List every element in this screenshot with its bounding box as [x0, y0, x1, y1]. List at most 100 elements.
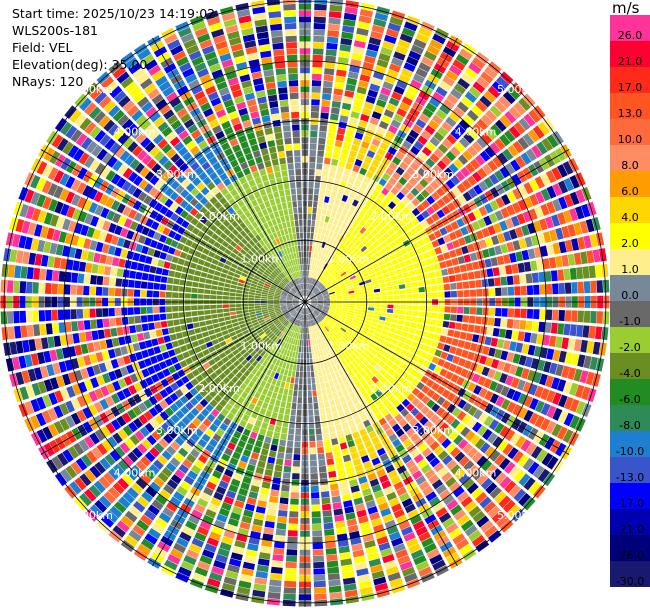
- range-gate: [332, 262, 338, 268]
- range-gate: [144, 451, 156, 463]
- range-gate: [133, 382, 143, 392]
- range-gate: [450, 290, 457, 298]
- range-gate: [380, 87, 392, 97]
- range-gate: [195, 403, 204, 412]
- range-gate: [376, 536, 389, 545]
- range-gate: [307, 314, 310, 321]
- range-gate: [320, 254, 325, 261]
- range-gate: [436, 433, 447, 444]
- range-gate: [384, 34, 397, 44]
- range-gate: [341, 313, 348, 317]
- range-gate: [441, 438, 452, 449]
- range-gate: [235, 329, 242, 335]
- range-gate: [411, 217, 420, 226]
- range-gate: [425, 353, 434, 362]
- range-gate: [154, 275, 162, 283]
- range-gate: [101, 439, 113, 452]
- range-gate: [345, 267, 352, 273]
- range-gate: [349, 346, 356, 353]
- range-gate: [270, 325, 276, 331]
- range-gate: [341, 402, 349, 410]
- range-gate: [245, 408, 253, 417]
- range-gate: [197, 560, 211, 571]
- range-gate: [487, 505, 501, 519]
- range-gate: [336, 69, 347, 77]
- range-gate: [325, 368, 330, 375]
- range-gate: [321, 269, 327, 276]
- range-gate: [366, 332, 374, 338]
- range-gate: [349, 479, 359, 487]
- range-gate: [450, 373, 460, 383]
- range-gate: [346, 386, 353, 394]
- range-gate: [345, 365, 352, 372]
- range-gate: [410, 161, 420, 171]
- range-gate: [315, 309, 321, 314]
- range-gate: [242, 290, 249, 295]
- range-gate: [573, 339, 582, 352]
- range-gate: [238, 488, 249, 497]
- range-gate: [213, 385, 222, 394]
- range-gate: [365, 199, 373, 208]
- range-gate: [313, 345, 317, 352]
- range-gate: [102, 287, 109, 296]
- range-gate: [313, 574, 326, 581]
- range-gate: [265, 462, 274, 471]
- range-gate: [476, 515, 490, 528]
- range-gate: [99, 398, 109, 410]
- range-gate: [352, 458, 362, 466]
- range-gate: [361, 290, 368, 295]
- range-gate: [394, 358, 402, 367]
- range-gate: [128, 505, 142, 518]
- range-gate: [229, 304, 236, 308]
- range-gate: [333, 218, 339, 226]
- range-gate: [272, 477, 281, 485]
- range-gate: [267, 299, 274, 301]
- range-gate: [537, 121, 550, 136]
- range-gate: [320, 234, 325, 241]
- range-gate: [460, 496, 473, 508]
- range-gate: [213, 394, 222, 403]
- range-gate: [307, 277, 310, 284]
- range-gate: [448, 321, 456, 329]
- range-gate: [266, 347, 273, 354]
- range-gate: [306, 308, 308, 315]
- range-gate: [348, 419, 356, 428]
- range-gate: [140, 538, 155, 551]
- range-gate: [469, 232, 478, 242]
- range-gate: [328, 276, 334, 282]
- range-gate: [166, 313, 173, 320]
- range-gate: [344, 506, 355, 514]
- range-gate: [359, 377, 367, 386]
- range-gate: [319, 285, 325, 291]
- range-gate: [477, 167, 488, 179]
- range-gate: [327, 324, 333, 330]
- range-gate: [327, 313, 334, 317]
- range-gate: [290, 309, 296, 314]
- range-gate: [497, 439, 509, 452]
- range-gate: [587, 201, 597, 216]
- range-gate: [280, 381, 286, 388]
- range-gate: [332, 232, 338, 239]
- range-gate: [274, 306, 281, 310]
- range-gate: [333, 450, 342, 458]
- range-gate: [451, 338, 459, 347]
- range-gate: [307, 365, 311, 372]
- range-gate: [525, 320, 533, 331]
- range-gate: [455, 538, 470, 551]
- range-gate: [192, 316, 199, 323]
- range-gate: [32, 310, 39, 322]
- range-gate: [124, 438, 136, 450]
- range-gate: [353, 350, 360, 357]
- range-gate: [356, 250, 363, 257]
- range-gate: [324, 302, 330, 304]
- range-gate: [344, 135, 353, 144]
- range-gate: [51, 283, 58, 295]
- range-gate: [456, 376, 465, 386]
- range-gate: [232, 451, 241, 460]
- range-gate: [226, 275, 233, 280]
- range-gate: [363, 460, 373, 469]
- range-gate: [192, 572, 206, 583]
- range-gate: [372, 335, 379, 341]
- range-gate: [97, 329, 105, 340]
- range-gate: [170, 548, 184, 560]
